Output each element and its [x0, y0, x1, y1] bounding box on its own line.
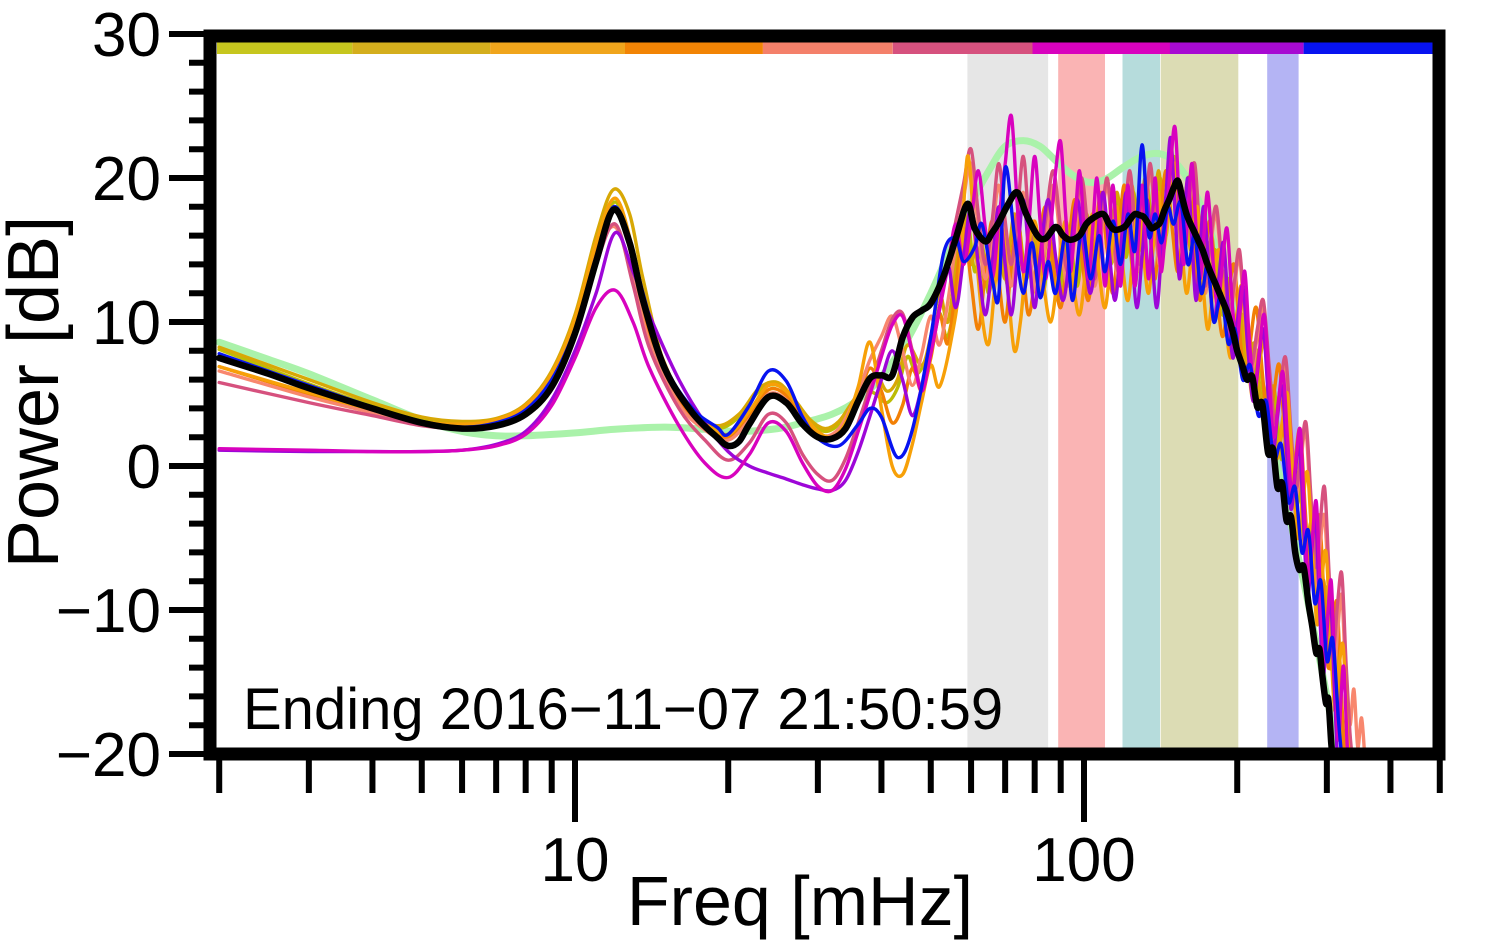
plot-frame	[203, 29, 1446, 761]
colorbar-segment	[625, 42, 763, 54]
y-axis-title: Power [dB]	[0, 216, 74, 568]
x-axis-title: Freq [mHz]	[627, 862, 973, 940]
colorbar-segment	[1169, 42, 1304, 54]
colorbar-segment	[762, 42, 893, 54]
y-tick-label-m20: −20	[56, 721, 161, 790]
colorbar-segment	[217, 42, 353, 54]
y-tick-label-0: 0	[127, 433, 161, 502]
axis-ticks-layer	[169, 31, 1443, 822]
y-tick-label-10: 10	[92, 289, 161, 358]
y-tick-label-m10: −10	[56, 577, 161, 646]
y-tick-label-20: 20	[92, 145, 161, 214]
x-tick-label-10: 10	[541, 826, 610, 895]
colorbar-segment	[1303, 42, 1439, 54]
time-segment-colorbar	[217, 42, 1439, 54]
shaded-band	[1058, 54, 1105, 748]
series-layer	[216, 113, 1366, 748]
ending-time-annotation: Ending 2016−11−07 21:50:59	[243, 677, 1003, 742]
colorbar-segment	[892, 42, 1033, 54]
colorbar-segment	[1032, 42, 1170, 54]
colorbar-segment	[490, 42, 626, 54]
y-tick-label-30: 30	[92, 1, 161, 70]
series-path-mean	[216, 177, 1335, 748]
colorbar-segment	[352, 42, 491, 54]
x-tick-label-100: 100	[1032, 826, 1135, 895]
